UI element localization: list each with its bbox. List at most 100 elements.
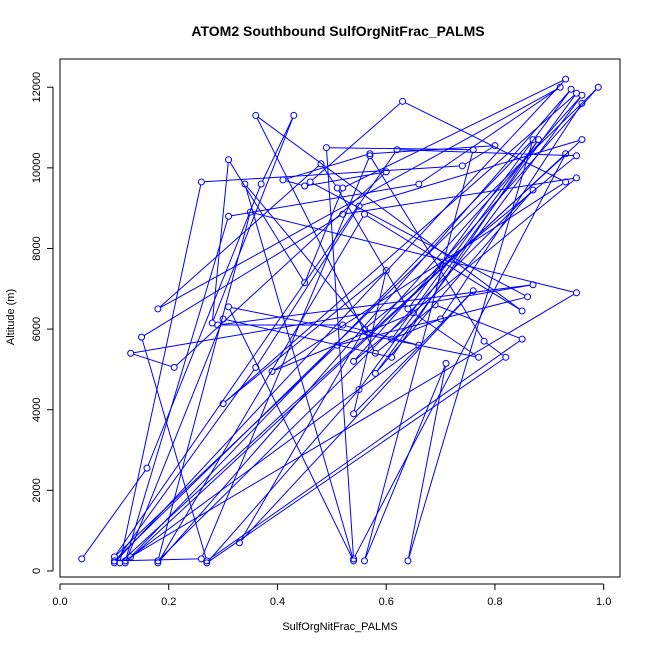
series-segment	[256, 117, 375, 351]
series-points	[78, 75, 602, 567]
series-segment	[393, 141, 538, 338]
data-point	[573, 289, 581, 297]
data-point	[437, 315, 445, 323]
data-point	[127, 553, 135, 561]
series-segment	[158, 214, 251, 559]
series-segment	[360, 95, 576, 388]
series-segment	[365, 365, 446, 559]
data-point	[301, 279, 309, 287]
series-segment	[354, 156, 565, 557]
series-segment	[415, 314, 477, 357]
series-segment	[421, 88, 559, 183]
series-segment	[208, 391, 358, 561]
data-point	[252, 363, 260, 371]
data-point	[333, 184, 341, 192]
data-point	[366, 150, 374, 158]
data-point	[306, 178, 314, 186]
data-point	[78, 555, 86, 563]
data-point	[138, 333, 146, 341]
data-point	[219, 315, 227, 323]
data-point	[529, 136, 537, 144]
data-point	[350, 555, 358, 563]
series-segment	[225, 94, 575, 403]
data-point	[290, 111, 298, 119]
y-axis: 0 2000 4000 6000 8000 10000 12000	[31, 72, 54, 574]
series-segment	[345, 325, 417, 345]
data-point	[393, 146, 401, 154]
series-segment	[307, 171, 384, 186]
data-point	[573, 174, 581, 182]
series-segment	[364, 152, 473, 559]
data-point	[214, 321, 222, 329]
data-point	[562, 150, 570, 158]
data-point	[518, 307, 526, 315]
series-segment	[212, 162, 229, 321]
series-segment	[176, 173, 385, 366]
series-segment	[312, 102, 401, 181]
data-point	[360, 557, 368, 565]
series-segment	[159, 191, 532, 560]
data-point	[170, 363, 178, 371]
data-point	[594, 83, 602, 91]
data-point	[469, 146, 477, 154]
data-point	[246, 208, 254, 216]
y-tick-label: 0	[31, 568, 43, 574]
series-segment	[229, 309, 353, 559]
data-point	[556, 83, 564, 91]
data-point	[143, 464, 151, 472]
series-segment	[132, 141, 532, 556]
data-point	[409, 309, 417, 317]
data-point	[257, 180, 265, 188]
series-segment	[125, 218, 229, 559]
series-segment	[353, 273, 387, 411]
series-segment	[158, 216, 364, 561]
data-point	[502, 353, 510, 361]
series-segment	[338, 190, 407, 307]
data-point	[121, 557, 129, 565]
data-point	[225, 303, 233, 311]
plot-frame	[59, 58, 621, 578]
data-point	[469, 287, 477, 295]
data-point	[431, 301, 439, 309]
series-segment	[143, 215, 341, 337]
data-point	[110, 553, 118, 561]
y-tick-label: 10000	[31, 153, 43, 184]
data-point	[366, 329, 374, 337]
data-point	[562, 178, 570, 186]
series-lines	[83, 80, 597, 562]
series-segment	[133, 293, 575, 556]
series-segment	[159, 165, 320, 308]
data-point	[567, 85, 575, 93]
series-segment	[83, 470, 146, 557]
series-segment	[231, 183, 416, 217]
series-segment	[240, 331, 364, 541]
series-segment	[229, 162, 304, 281]
data-point	[317, 160, 325, 168]
data-point	[333, 341, 341, 349]
y-tick-label: 4000	[31, 397, 43, 421]
series-segment	[464, 146, 493, 165]
data-point	[225, 212, 233, 220]
data-point	[578, 136, 586, 144]
series-segment	[127, 346, 417, 560]
data-point	[524, 293, 532, 301]
series-segment	[274, 183, 564, 371]
data-point	[197, 178, 205, 186]
series-segment	[133, 284, 531, 354]
data-point	[339, 321, 347, 329]
x-axis-label: SulfOrgNitFrac_PALMS	[282, 621, 397, 633]
series-segment	[371, 97, 581, 332]
data-point	[350, 557, 358, 565]
data-point	[371, 349, 379, 357]
data-point	[475, 353, 483, 361]
series-segment	[119, 184, 202, 561]
data-point	[534, 136, 542, 144]
data-point	[491, 142, 499, 150]
series-segment	[312, 182, 526, 296]
data-point	[366, 152, 374, 160]
series-segment	[141, 339, 207, 559]
chart-title: ATOM2 Southbound SulfOrgNitFrac_PALMS	[191, 23, 484, 39]
data-point	[203, 559, 211, 567]
series-segment	[486, 342, 504, 356]
